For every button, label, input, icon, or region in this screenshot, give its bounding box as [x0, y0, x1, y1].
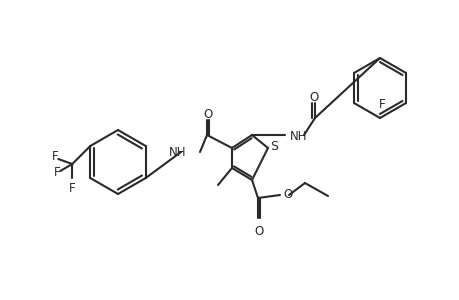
- Text: O: O: [282, 188, 291, 202]
- Text: O: O: [203, 107, 212, 121]
- Text: F: F: [54, 167, 61, 179]
- Text: NH: NH: [168, 146, 185, 160]
- Text: S: S: [269, 140, 277, 154]
- Text: NH: NH: [289, 130, 307, 142]
- Text: O: O: [309, 91, 318, 103]
- Text: F: F: [378, 98, 385, 111]
- Text: F: F: [52, 151, 58, 164]
- Text: F: F: [69, 182, 75, 195]
- Text: O: O: [254, 225, 263, 238]
